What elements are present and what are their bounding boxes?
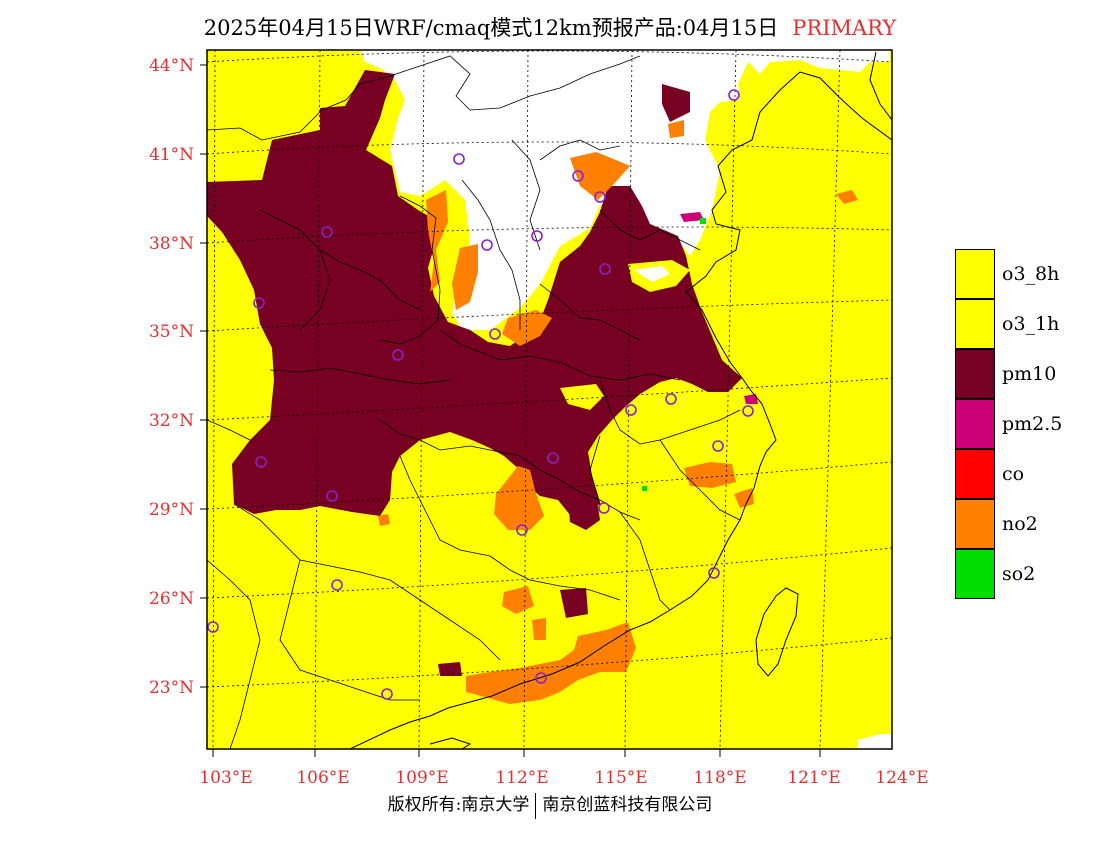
lon-label: 118°E xyxy=(693,768,746,788)
no2-patch xyxy=(502,586,534,614)
pm10-patch xyxy=(560,588,588,618)
lat-label: 23°N xyxy=(149,678,194,698)
lon-label: 121°E xyxy=(787,768,840,788)
credit-left: 版权所有:南京大学 xyxy=(387,795,530,815)
legend-label: pm10 xyxy=(1002,363,1057,385)
white-hole xyxy=(634,266,670,282)
lat-label: 38°N xyxy=(149,234,194,254)
province-borders xyxy=(207,55,741,749)
legend-item-o3-1h: o3_1h xyxy=(955,299,1075,349)
legend: o3_8h o3_1h pm10 pm2.5 co no2 so2 xyxy=(955,249,1075,599)
legend-item-o3-8h: o3_8h xyxy=(955,249,1075,299)
legend-label: pm2.5 xyxy=(1002,413,1063,435)
legend-label: so2 xyxy=(1002,563,1036,585)
lat-label: 41°N xyxy=(149,145,194,165)
taiwan-outline xyxy=(755,587,799,677)
title-main: 2025年04月15日WRF/cmaq模式12km预报产品:04月15日 xyxy=(203,16,779,40)
no2-patch xyxy=(502,310,552,346)
pm10-patch xyxy=(662,84,690,122)
korea-outline xyxy=(869,51,892,121)
lat-label: 44°N xyxy=(149,56,194,76)
lon-label: 124°E xyxy=(875,768,928,788)
city-markers xyxy=(207,89,754,700)
o3-hole xyxy=(560,384,604,410)
legend-label: o3_8h xyxy=(1002,263,1060,285)
legend-label: o3_1h xyxy=(1002,313,1060,335)
pm10-region xyxy=(207,70,742,520)
pm10-patch xyxy=(568,494,600,530)
no2-patch xyxy=(452,244,478,310)
no2-patch xyxy=(466,622,636,704)
legend-item-no2: no2 xyxy=(955,499,1075,549)
so2-patch xyxy=(642,486,647,491)
lat-label: 32°N xyxy=(149,411,194,431)
lat-label: 26°N xyxy=(149,589,194,609)
no2-patch xyxy=(836,190,858,204)
so2-patch xyxy=(700,218,706,224)
no2-patch xyxy=(532,618,546,640)
lon-label: 103°E xyxy=(199,768,252,788)
pm10-patch xyxy=(438,662,462,676)
no2-patch xyxy=(668,120,684,138)
legend-swatch xyxy=(955,299,995,349)
legend-label: no2 xyxy=(1002,513,1038,535)
lon-label: 109°E xyxy=(395,768,448,788)
map-title: 2025年04月15日WRF/cmaq模式12km预报产品:04月15日 PRIM… xyxy=(0,12,1100,42)
lat-label: 29°N xyxy=(149,500,194,520)
no2-patch xyxy=(570,152,630,200)
coastline xyxy=(349,71,892,749)
no2-patch xyxy=(684,462,736,488)
lon-label: 115°E xyxy=(594,768,647,788)
lon-axis xyxy=(212,749,821,757)
no2-patch xyxy=(734,488,754,508)
map-frame xyxy=(206,49,893,750)
legend-swatch xyxy=(955,549,995,599)
legend-swatch xyxy=(955,349,995,399)
credit-right: 南京创蓝科技有限公司 xyxy=(542,795,713,815)
no2-patch xyxy=(426,190,448,292)
copyright-footer: 版权所有:南京大学 南京创蓝科技有限公司 xyxy=(0,790,1100,819)
legend-swatch xyxy=(955,399,995,449)
legend-item-so2: so2 xyxy=(955,549,1075,599)
legend-item-pm10: pm10 xyxy=(955,349,1075,399)
hainan-outline xyxy=(429,737,472,749)
lon-label: 112°E xyxy=(495,768,548,788)
no2-patch xyxy=(494,466,544,530)
legend-swatch xyxy=(955,249,995,299)
legend-swatch xyxy=(955,499,995,549)
legend-item-pm25: pm2.5 xyxy=(955,399,1075,449)
pm25-patch xyxy=(744,394,758,404)
lat-label: 35°N xyxy=(149,322,194,342)
lat-axis xyxy=(200,64,207,688)
map-canvas xyxy=(207,50,892,749)
graticule xyxy=(207,50,892,749)
legend-item-co: co xyxy=(955,449,1075,499)
lon-label: 106°E xyxy=(296,768,349,788)
pm25-patch xyxy=(680,212,704,222)
title-tag: PRIMARY xyxy=(792,16,897,40)
legend-label: co xyxy=(1002,463,1025,485)
legend-swatch xyxy=(955,449,995,499)
no2-patch xyxy=(378,514,390,526)
credit-divider xyxy=(535,792,537,819)
white-corner xyxy=(858,734,892,749)
